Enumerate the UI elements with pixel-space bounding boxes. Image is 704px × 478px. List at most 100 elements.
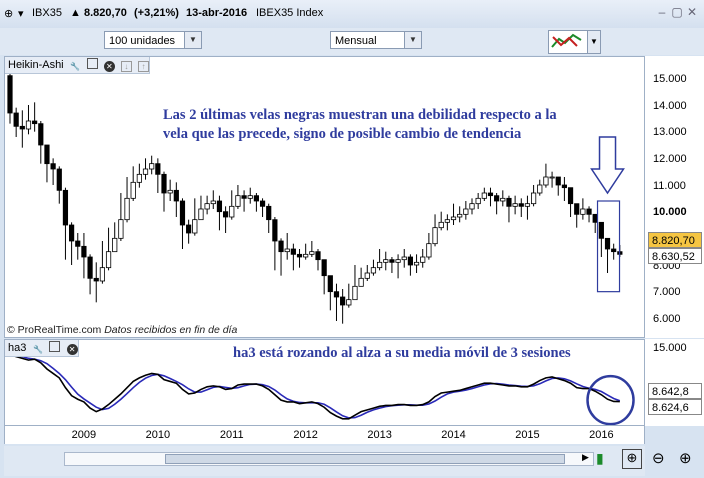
units-select[interactable]: 100 unidades ▼ bbox=[104, 31, 202, 49]
scrollbar-thumb[interactable] bbox=[165, 454, 565, 464]
candle-body bbox=[266, 205, 272, 221]
price-axis-tick: 11.000 bbox=[653, 179, 686, 192]
wrench-icon[interactable]: 🔧 bbox=[32, 345, 43, 354]
candle-body bbox=[389, 259, 395, 263]
heikin-ashi-chart[interactable] bbox=[5, 57, 645, 338]
chevron-down-icon[interactable]: ▼ bbox=[587, 30, 601, 54]
chart-style-button[interactable] bbox=[548, 30, 588, 54]
candle-body bbox=[586, 208, 592, 215]
candle-body bbox=[469, 203, 475, 210]
dropdown-arrow-icon[interactable]: ▾ bbox=[18, 8, 24, 20]
candle-body bbox=[303, 253, 309, 258]
indicator-panel[interactable]: ha3 🔧 ✕ ha3 está rozando al alza a su me… bbox=[4, 339, 645, 426]
price-axis: 6.0007.0008.0009.00010.00011.00012.00013… bbox=[645, 56, 704, 338]
ha3-indicator-chart[interactable] bbox=[5, 340, 645, 426]
candle-body bbox=[370, 267, 377, 274]
indicator-ma-tag: 8.624,6 bbox=[648, 399, 702, 415]
candle-body bbox=[155, 163, 161, 175]
up-arrow-icon: ▲ bbox=[70, 7, 81, 19]
window-icon[interactable] bbox=[49, 341, 61, 352]
zoom-in-icon[interactable]: ⊕ bbox=[679, 450, 692, 467]
candle-body bbox=[192, 219, 198, 234]
pin-icon[interactable]: ⊕ bbox=[4, 8, 14, 20]
candle-body bbox=[7, 75, 13, 114]
candle-body bbox=[463, 208, 469, 215]
move-down-icon[interactable]: ↓ bbox=[120, 61, 132, 72]
instrument-name: IBEX35 Index bbox=[256, 7, 324, 19]
timeframe-select[interactable]: Mensual ▼ bbox=[330, 31, 422, 49]
candle-body bbox=[426, 243, 432, 258]
symbol-label[interactable]: IBX35 bbox=[32, 7, 62, 19]
candle-body bbox=[352, 285, 358, 301]
candle-body bbox=[87, 256, 93, 279]
price-axis-tick: 7.000 bbox=[653, 286, 681, 299]
candle-body bbox=[235, 195, 241, 207]
candle-body bbox=[272, 219, 278, 242]
candle-body bbox=[69, 224, 75, 242]
candle-body bbox=[81, 245, 87, 258]
candle-body bbox=[592, 213, 598, 223]
candle-body bbox=[598, 221, 604, 239]
price-axis-tick: 6.000 bbox=[653, 313, 681, 325]
scrollbar-track[interactable] bbox=[64, 452, 594, 466]
time-axis-label: 2016 bbox=[589, 429, 614, 441]
chevron-down-icon[interactable]: ▼ bbox=[404, 32, 421, 48]
quote-date: 13-abr-2016 bbox=[186, 7, 248, 19]
candle-body bbox=[364, 272, 370, 279]
candle-body bbox=[524, 203, 531, 207]
down-arrow-annotation bbox=[590, 136, 625, 195]
price-change: (+3,21%) bbox=[134, 7, 179, 19]
candle-body bbox=[531, 192, 537, 205]
candle-body bbox=[475, 197, 481, 205]
data-note: Datos recibidos en fin de día bbox=[104, 324, 238, 336]
candle-body bbox=[290, 248, 296, 255]
candle-body bbox=[444, 219, 450, 223]
minimize-icon[interactable]: – bbox=[658, 5, 666, 19]
candle-body bbox=[173, 189, 179, 202]
candle-body bbox=[407, 256, 414, 266]
candle-body bbox=[222, 211, 229, 218]
candle-body bbox=[512, 203, 518, 207]
candle-body bbox=[241, 195, 247, 199]
candle-body bbox=[333, 291, 340, 298]
candle-body bbox=[161, 173, 167, 194]
time-scrollbar[interactable]: ▶ bbox=[4, 446, 645, 476]
close-icon[interactable]: ✕ bbox=[686, 5, 698, 19]
close-circle-icon[interactable]: ✕ bbox=[103, 61, 115, 72]
highlight-box bbox=[596, 200, 621, 293]
candle-body bbox=[75, 240, 81, 247]
move-up-icon[interactable]: ↑ bbox=[137, 61, 149, 72]
candle-body bbox=[124, 197, 130, 221]
chevron-down-icon[interactable]: ▼ bbox=[184, 32, 201, 48]
time-axis-label: 2014 bbox=[441, 429, 466, 441]
candle-body bbox=[44, 144, 50, 165]
maximize-icon[interactable]: ▢ bbox=[671, 5, 683, 19]
candle-body bbox=[358, 277, 364, 287]
zoom-out-icon[interactable]: ⊖ bbox=[652, 450, 665, 467]
window-icon[interactable] bbox=[86, 58, 98, 69]
volume-icon[interactable]: ▮ bbox=[596, 450, 604, 466]
candle-body bbox=[327, 275, 333, 293]
close-circle-icon[interactable]: ✕ bbox=[66, 344, 78, 355]
indicator-annotation: ha3 está rozando al alza a su media móvi… bbox=[233, 345, 571, 361]
price-axis-tick: 14.000 bbox=[653, 99, 687, 112]
candle-body bbox=[130, 181, 136, 199]
zoom-fit-icon[interactable]: ⊕ bbox=[622, 449, 642, 469]
time-axis-label: 2010 bbox=[145, 429, 171, 441]
candle-body bbox=[19, 125, 25, 130]
price-panel-label: Heikin-Ashi bbox=[8, 59, 64, 71]
candlestick-chart-icon bbox=[551, 33, 582, 48]
copyright-label: © ProRealTime.com bbox=[7, 324, 102, 336]
scroll-right-icon[interactable]: ▶ bbox=[582, 452, 589, 462]
price-axis-tick: 15.000 bbox=[653, 73, 687, 85]
wrench-icon[interactable]: 🔧 bbox=[70, 62, 81, 71]
candle-body bbox=[210, 200, 216, 205]
last-price: 8.820,70 bbox=[84, 7, 127, 19]
candle-body bbox=[296, 253, 303, 258]
candle-body bbox=[549, 176, 555, 179]
candle-body bbox=[253, 195, 259, 202]
price-chart-panel[interactable]: Heikin-Ashi 🔧 ✕ ↓ ↑ Las 2 últimas velas … bbox=[4, 56, 645, 338]
time-axis: 2009 2010 2011 2012 2013 2014 2015 2016 bbox=[4, 426, 645, 444]
annotation-line-1: Las 2 últimas velas negras muestran una … bbox=[163, 107, 557, 123]
candle-body bbox=[395, 259, 401, 263]
